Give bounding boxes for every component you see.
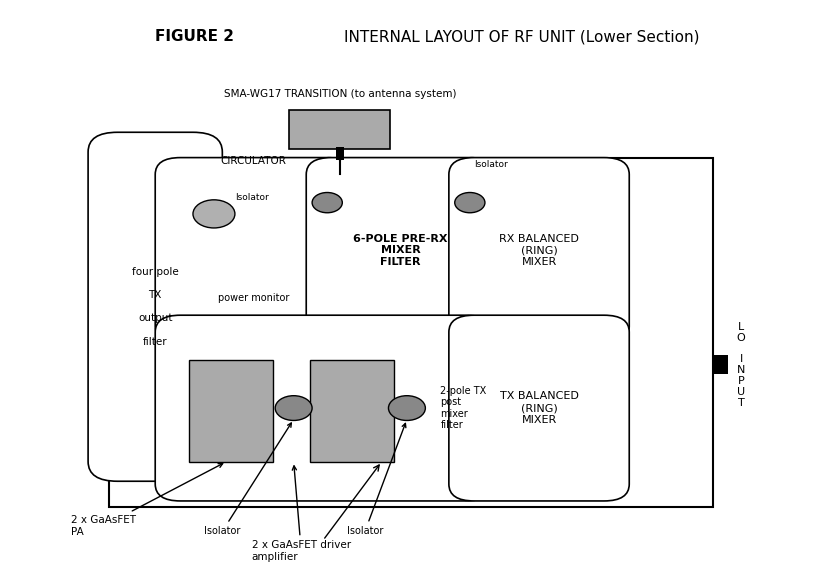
Circle shape (312, 193, 342, 213)
FancyBboxPatch shape (88, 132, 222, 481)
Circle shape (455, 193, 485, 213)
Text: Isolator: Isolator (235, 193, 268, 201)
Text: FIGURE 2: FIGURE 2 (155, 29, 234, 44)
Bar (109, 158, 713, 506)
Text: RX BALANCED
(RING)
MIXER: RX BALANCED (RING) MIXER (499, 234, 579, 267)
Text: four pole

TX

output

filter: four pole TX output filter (132, 267, 179, 346)
Text: SMA-WG17 TRANSITION (to antenna system): SMA-WG17 TRANSITION (to antenna system) (223, 88, 456, 99)
Bar (336, 147, 344, 160)
FancyBboxPatch shape (449, 158, 629, 344)
Text: 2-pole TX
post
mixer
filter: 2-pole TX post mixer filter (440, 386, 487, 430)
FancyBboxPatch shape (449, 315, 629, 501)
Text: Isolator: Isolator (474, 160, 508, 169)
FancyBboxPatch shape (155, 315, 491, 501)
Text: CIRCULATOR: CIRCULATOR (221, 156, 287, 166)
FancyBboxPatch shape (306, 158, 495, 344)
Text: Isolator: Isolator (347, 424, 406, 536)
Text: 2 x GaAsFET
PA: 2 x GaAsFET PA (71, 464, 222, 536)
Circle shape (193, 200, 235, 228)
Text: INTERNAL LAYOUT OF RF UNIT (Lower Section): INTERNAL LAYOUT OF RF UNIT (Lower Sectio… (344, 29, 700, 44)
Text: 2 x GaAsFET driver
amplifier: 2 x GaAsFET driver amplifier (252, 466, 351, 562)
FancyBboxPatch shape (310, 360, 394, 462)
Text: power monitor: power monitor (218, 293, 289, 303)
FancyBboxPatch shape (155, 158, 352, 344)
Text: TX BALANCED
(RING)
MIXER: TX BALANCED (RING) MIXER (499, 391, 579, 425)
Circle shape (388, 396, 425, 421)
Text: L
O

I
N
P
U
T: L O I N P U T (737, 322, 745, 408)
FancyBboxPatch shape (189, 360, 273, 462)
Text: Isolator: Isolator (204, 423, 291, 536)
Bar (713, 354, 728, 374)
FancyBboxPatch shape (289, 110, 390, 149)
Circle shape (275, 396, 312, 421)
Text: 6-POLE PRE-RX
MIXER
FILTER: 6-POLE PRE-RX MIXER FILTER (353, 234, 448, 267)
